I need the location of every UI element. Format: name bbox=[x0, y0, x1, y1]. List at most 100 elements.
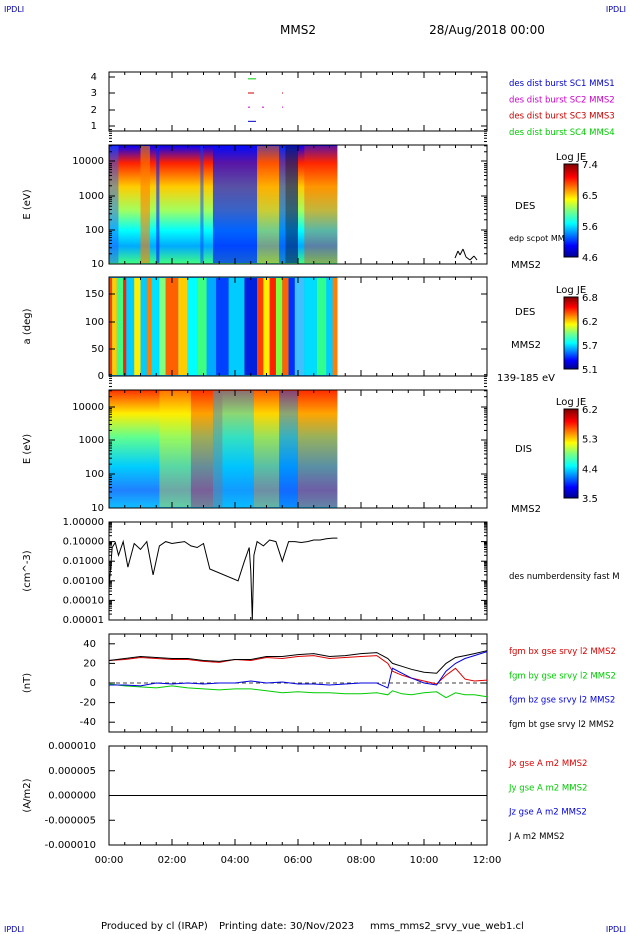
des-energy-panel-scpot-trace bbox=[454, 250, 459, 259]
burst-legend-2: des dist burst SC2 MMS2 bbox=[509, 95, 615, 105]
des-pitch-panel-band bbox=[109, 278, 113, 375]
des-pitch-panel-band bbox=[112, 278, 117, 375]
des-pitch-panel-band bbox=[151, 278, 160, 375]
dis-energy-panel-ytick-label: 10 bbox=[91, 503, 104, 514]
bfield-panel-ytick-label: 40 bbox=[83, 639, 96, 650]
des-pitch-panel-label: DES bbox=[515, 307, 535, 318]
spacecraft-title: MMS2 bbox=[280, 23, 316, 37]
des-pitch-panel-ytick-label: 150 bbox=[85, 289, 104, 300]
des-pitch-panel-band bbox=[146, 278, 152, 375]
burst-panel-frame bbox=[108, 71, 488, 132]
des-pitch-panel-band bbox=[126, 278, 135, 375]
dis-energy-panel-colorbar-tick: 4.4 bbox=[582, 464, 598, 475]
des-energy-panel-band bbox=[304, 146, 338, 263]
bfield-legend-3: fgm bz gse srvy l2 MMS2 bbox=[509, 696, 615, 706]
density-panel-ytick-label: 0.00100 bbox=[63, 576, 104, 587]
density-panel-ytick-label: 0.10000 bbox=[63, 537, 104, 548]
bfield-panel-ytick-label: 0 bbox=[90, 678, 96, 689]
time-axis-label: 08:00 bbox=[347, 855, 376, 866]
des-energy-panel-ylabel: E (eV) bbox=[22, 189, 33, 219]
des-energy-panel-band bbox=[285, 146, 298, 263]
des-energy-panel-scpot-trace bbox=[459, 248, 464, 256]
des-pitch-panel-ytick-label: 0 bbox=[98, 371, 104, 382]
des-pitch-panel-band bbox=[282, 278, 289, 375]
dis-energy-panel-band bbox=[190, 391, 223, 507]
time-axis-label: 02:00 bbox=[158, 855, 187, 866]
des-pitch-panel-ytick-label: 100 bbox=[85, 317, 104, 328]
dis-energy-panel-sc-label: MMS2 bbox=[511, 504, 541, 515]
des-energy-panel-band bbox=[212, 146, 258, 263]
dis-energy-panel-band bbox=[159, 391, 191, 507]
des-energy-panel-ytick-label: 10 bbox=[91, 259, 104, 270]
des-pitch-panel-energy-range: 139-185 eV bbox=[497, 373, 555, 384]
des-pitch-panel-band bbox=[197, 278, 207, 375]
current-panel-ytick-label: -0.000005 bbox=[45, 815, 96, 826]
bfield-panel-ytick-label: -20 bbox=[80, 698, 96, 709]
density-panel-frame bbox=[108, 521, 488, 621]
des-energy-panel-band bbox=[200, 146, 204, 263]
des-pitch-panel-colorbar-tick: 5.1 bbox=[582, 365, 598, 376]
bfield-panel-series-bz bbox=[109, 651, 488, 689]
density-panel-ytick-label: 1.00000 bbox=[63, 517, 104, 528]
datetime-title: 28/Aug/2018 00:00 bbox=[429, 23, 545, 37]
current-panel-ytick-label: 0.000005 bbox=[48, 766, 96, 777]
des-pitch-panel-band bbox=[332, 278, 338, 375]
dis-energy-panel-ytick-label: 10000 bbox=[72, 402, 104, 413]
time-axis-label: 12:00 bbox=[473, 855, 502, 866]
current-legend-3: Jz gse A m2 MMS2 bbox=[508, 808, 587, 818]
des-pitch-panel-band bbox=[165, 278, 179, 375]
time-axis-label: 00:00 bbox=[95, 855, 124, 866]
des-pitch-panel-band bbox=[206, 278, 217, 375]
des-pitch-panel-band bbox=[178, 278, 188, 375]
burst-panel-ytick-label: 2 bbox=[91, 105, 97, 116]
des-energy-panel-band bbox=[279, 146, 286, 263]
des-pitch-panel-band bbox=[294, 278, 305, 375]
density-panel-ytick-label: 0.01000 bbox=[63, 556, 104, 567]
bfield-legend-4: fgm bt gse srvy l2 MMS2 bbox=[509, 720, 614, 730]
dis-energy-panel-band bbox=[279, 391, 298, 507]
des-energy-panel-scpot-trace bbox=[462, 248, 467, 258]
burst-panel-ytick-label: 1 bbox=[91, 121, 97, 132]
des-pitch-panel-ytick-label: 50 bbox=[91, 344, 104, 355]
des-pitch-panel-colorbar-tick: 5.7 bbox=[582, 341, 598, 352]
bfield-panel-ytick-label: -40 bbox=[80, 717, 96, 728]
dis-energy-panel-band bbox=[212, 391, 254, 507]
footer-produced: Produced by cl (IRAP) bbox=[101, 921, 208, 932]
des-energy-panel-colorbar-tick: 4.6 bbox=[582, 253, 598, 264]
dis-energy-panel-colorbar bbox=[563, 408, 579, 499]
burst-panel-ytick-label: 4 bbox=[91, 72, 97, 83]
des-pitch-panel-band bbox=[304, 278, 317, 375]
des-energy-panel-colorbar-title: Log JE bbox=[556, 152, 586, 163]
corner-tl: IPDLI bbox=[4, 5, 24, 14]
des-energy-panel-band bbox=[257, 146, 280, 263]
dis-energy-panel-spectrogram bbox=[109, 390, 338, 508]
des-pitch-panel-band bbox=[316, 278, 327, 375]
current-panel-ytick-label: 0.000000 bbox=[48, 791, 96, 802]
burst-legend-3: des dist burst SC3 MMS3 bbox=[509, 112, 615, 122]
des-pitch-panel-band bbox=[216, 278, 229, 375]
des-energy-panel-colorbar-tick: 5.6 bbox=[582, 222, 598, 233]
time-axis-label: 06:00 bbox=[284, 855, 313, 866]
footer-printing-date: Printing date: 30/Nov/2023 bbox=[219, 921, 354, 932]
burst-legend-1: des dist burst SC1 MMS1 bbox=[509, 79, 615, 89]
des-energy-panel-ytick-label: 1000 bbox=[79, 191, 104, 202]
density-panel-ytick-label: 0.00001 bbox=[63, 615, 104, 626]
des-pitch-panel-band bbox=[187, 278, 198, 375]
dis-energy-panel-colorbar-tick: 5.3 bbox=[582, 435, 598, 446]
des-energy-panel-scpot-trace bbox=[465, 256, 471, 261]
bfield-legend-1: fgm bx gse srvy l2 MMS2 bbox=[509, 647, 616, 657]
current-panel-ylabel: (A/m2) bbox=[22, 778, 33, 812]
des-pitch-panel-band bbox=[244, 278, 258, 375]
des-pitch-panel-band bbox=[269, 278, 276, 375]
density-panel-ytick-label: 0.00010 bbox=[63, 595, 104, 606]
des-energy-panel-scpot-trace bbox=[457, 250, 461, 256]
footer-filename: mms_mms2_srvy_vue_web1.cl bbox=[370, 921, 524, 932]
dis-energy-panel-ytick-label: 1000 bbox=[79, 435, 104, 446]
current-panel-ytick-label: -0.000010 bbox=[45, 840, 96, 851]
bfield-legend-2: fgm by gse srvy l2 MMS2 bbox=[509, 671, 616, 681]
bfield-panel-ylabel: (nT) bbox=[22, 673, 33, 693]
des-energy-panel-colorbar-tick: 6.5 bbox=[582, 191, 598, 202]
des-pitch-panel-colorbar-title: Log JE bbox=[556, 285, 586, 296]
des-pitch-panel-band bbox=[263, 278, 270, 375]
